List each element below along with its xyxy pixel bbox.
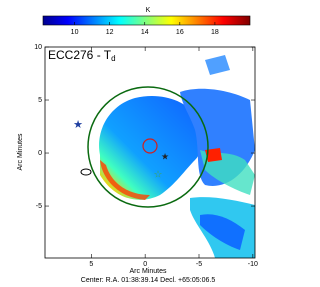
x-tick-label: -10 [248, 261, 258, 268]
source-circle [142, 138, 158, 154]
colorbar [42, 15, 251, 26]
y-tick-label: 5 [38, 97, 42, 104]
colorbar-label: K [146, 7, 151, 14]
colorbar-tick-label: 10 [71, 29, 79, 36]
star-marker: ☆ [154, 170, 163, 181]
footer: Center: R.A. 01:38:39.14 Decl. +65:05:06… [81, 277, 216, 284]
aperture-circle [87, 86, 209, 208]
colorbar-tick-label: 18 [211, 29, 219, 36]
x-tick-label: -5 [196, 261, 202, 268]
y-tick-label: 0 [38, 150, 42, 157]
map-region [100, 160, 150, 200]
y-tick-label: -5 [36, 203, 42, 210]
colorbar-tick-label: 12 [106, 29, 114, 36]
map-region [205, 55, 230, 75]
map [99, 55, 255, 258]
colorbar-tick-label: 14 [141, 29, 149, 36]
map-region [99, 95, 203, 200]
chart-title: ECC276 - Td [48, 48, 116, 63]
y-tick-label: 10 [34, 44, 42, 51]
beam-ellipse [80, 168, 92, 176]
x-axis-label: Arc Minutes [130, 268, 167, 275]
star-marker: ★ [73, 119, 83, 131]
chart: K ★ ☆ ★ ECC276 - Td Arc Minutes Center: … [17, 7, 258, 284]
map-region [205, 148, 222, 162]
star-marker: ★ [161, 151, 169, 161]
map-region [200, 214, 245, 250]
map-region [200, 150, 255, 195]
x-tick-label: 0 [143, 261, 147, 268]
x-tick-label: 5 [89, 261, 93, 268]
colorbar-tick-label: 16 [176, 29, 184, 36]
plot-frame [44, 46, 256, 259]
y-axis-label: Arc Minutes [17, 133, 24, 170]
